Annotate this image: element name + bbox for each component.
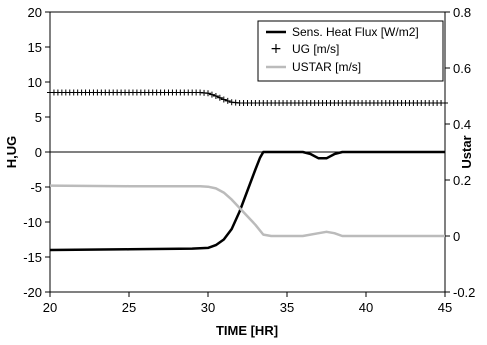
legend: Sens. Heat Flux [W/m2] + UG [m/s] USTAR … [257, 20, 444, 82]
y-axis-label-left: H,UG [4, 136, 19, 169]
ug-marker [205, 90, 211, 97]
x-tick-label: 25 [122, 300, 136, 315]
series-line-0 [49, 150, 445, 252]
ug-marker [224, 97, 231, 104]
ug-marker [216, 94, 223, 101]
legend-marker-ug: + [270, 41, 282, 57]
x-tick-label: 40 [359, 300, 373, 315]
y-tick-label-right: 0.2 [453, 173, 471, 188]
ug-marker [208, 91, 215, 98]
ug-marker [212, 93, 219, 99]
ug-marker [442, 100, 448, 106]
x-axis-label: TIME [HR] [216, 323, 278, 338]
legend-label-heat-flux: Sens. Heat Flux [W/m2] [292, 25, 419, 39]
x-tick-label: 20 [43, 300, 57, 315]
y-tick-label-right: 0.8 [453, 5, 471, 20]
y-tick-label-left: -20 [23, 285, 42, 300]
y-tick-label-left: -10 [23, 215, 42, 230]
y-tick-label-right: 0.4 [453, 117, 471, 132]
legend-box [257, 20, 444, 82]
series-line-2 [49, 184, 445, 238]
y-tick-label-left: -5 [30, 180, 42, 195]
y-axis-label-right: Ustar [459, 135, 474, 168]
x-tick-label: 30 [201, 300, 215, 315]
y-tick-label-left: 15 [28, 40, 42, 55]
y-tick-label-left: 5 [35, 110, 42, 125]
x-tick-label: 35 [280, 300, 294, 315]
y-tick-label-right: 0.6 [453, 61, 471, 76]
y-tick-label-left: 10 [28, 75, 42, 90]
legend-label-ustar: USTAR [m/s] [292, 60, 361, 74]
y-tick-label-right: 0 [453, 229, 460, 244]
y-tick-label-right: -0.2 [453, 285, 475, 300]
y-tick-label-left: 0 [35, 145, 42, 160]
legend-label-ug: UG [m/s] [292, 42, 339, 56]
y-tick-label-left: 20 [28, 5, 42, 20]
y-tick-label-left: -15 [23, 250, 42, 265]
ug-marker [220, 96, 227, 103]
x-tick-label: 45 [438, 300, 452, 315]
